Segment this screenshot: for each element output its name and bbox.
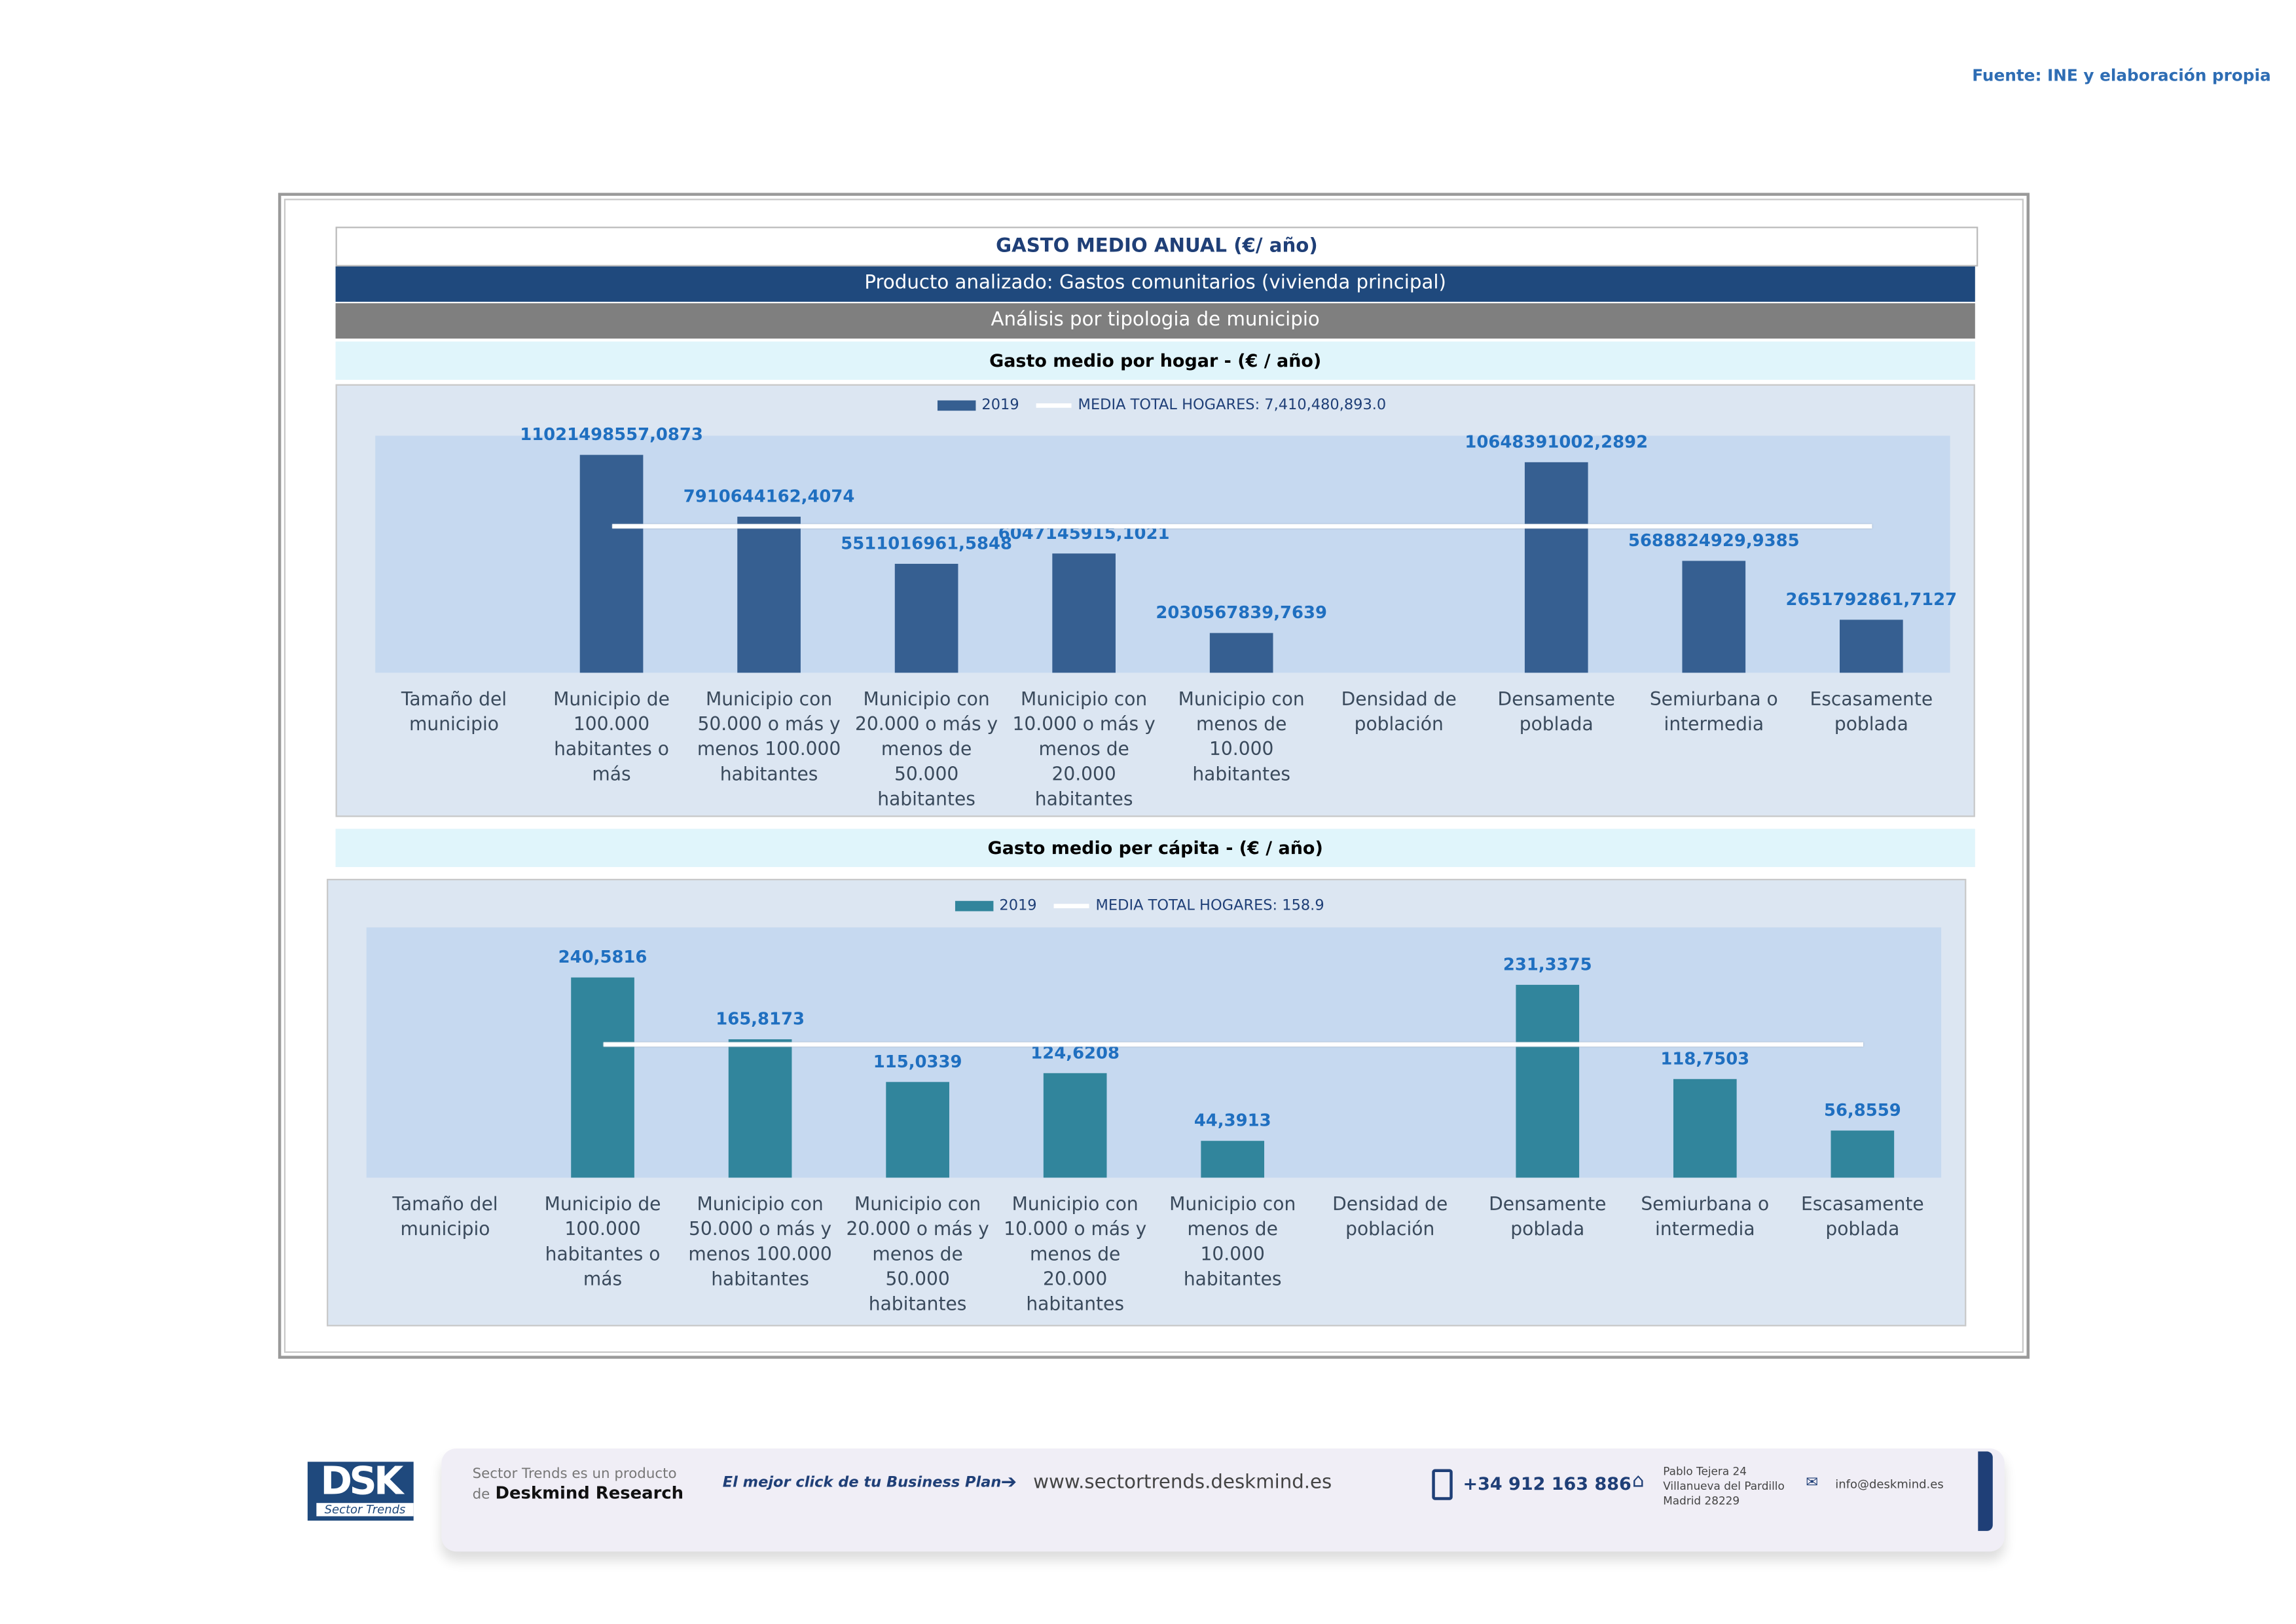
chart-household: 2019 MEDIA TOTAL HOGARES: 7,410,480,893.0…	[335, 384, 1975, 817]
footer-slogan: El mejor click de tu Business Plan	[722, 1475, 1002, 1492]
bar	[1052, 553, 1116, 673]
value-label: 165,8173	[716, 1008, 805, 1029]
footer-brand: Deskmind Research	[495, 1482, 684, 1504]
phone-icon	[1432, 1469, 1453, 1500]
arrow-icon: ➔	[1000, 1472, 1017, 1494]
category-label: Escasamente poblada	[1800, 1192, 1924, 1240]
analysis-banner: Análisis por tipologia de municipio	[335, 303, 1975, 339]
value-label: 115,0339	[873, 1050, 962, 1072]
bar	[1682, 560, 1746, 673]
address-line: Pablo Tejera 24	[1663, 1464, 1747, 1478]
category-label: Densamente poblada	[1497, 687, 1615, 735]
footer-banner: Sector Trends es un producto de Deskmind…	[441, 1449, 2005, 1552]
legend: 2019 MEDIA TOTAL HOGARES: 7,410,480,893.0	[937, 397, 1387, 414]
footer-email[interactable]: info@deskmind.es	[1835, 1477, 1944, 1492]
value-label: 7910644162,4074	[683, 485, 855, 506]
chart-per-capita: 2019 MEDIA TOTAL HOGARES: 158.9 Tamaño del…	[327, 879, 1967, 1327]
value-label: 56,8559	[1823, 1099, 1901, 1120]
category-label: Municipio con 10.000 o más y menos de 20…	[1012, 687, 1156, 810]
bar	[894, 564, 958, 673]
bar	[1673, 1079, 1737, 1178]
category-label: Densidad de población	[1341, 687, 1457, 735]
category-label: Escasamente poblada	[1810, 687, 1933, 735]
value-label: 5688824929,9385	[1628, 529, 1800, 551]
value-label: 10648391002,2892	[1465, 431, 1649, 452]
mail-icon: ✉	[1806, 1475, 1819, 1492]
legend-series: 2019	[999, 898, 1037, 915]
mean-line	[602, 1043, 1863, 1048]
mean-line	[611, 524, 1872, 529]
category-label: Municipio con 50.000 o más y menos 100.0…	[688, 1192, 832, 1290]
value-label: 44,3913	[1194, 1109, 1271, 1131]
dsk-logo: DSK Sector Trends	[307, 1460, 414, 1521]
bar	[728, 1039, 792, 1178]
category-label: Semiurbana o intermedia	[1649, 687, 1778, 735]
footer-product-text: Sector Trends es un producto	[472, 1466, 677, 1483]
footer-website[interactable]: www.sectortrends.deskmind.es	[1033, 1472, 1332, 1494]
bar	[1209, 633, 1273, 673]
report-frame	[278, 193, 2030, 1359]
logo-sub: Sector Trends	[316, 1503, 414, 1517]
address-line: Villanueva del Pardillo	[1663, 1479, 1785, 1493]
category-label: Municipio con 50.000 o más y menos 100.0…	[697, 687, 841, 785]
category-label: Densidad de población	[1332, 1192, 1448, 1240]
category-label: Municipio con menos de 10.000 habitantes	[1178, 687, 1305, 785]
legend-series: 2019	[981, 397, 1019, 414]
chart1-title: Gasto medio por hogar - (€ / año)	[335, 341, 1975, 380]
legend-swatch	[955, 900, 994, 912]
product-banner: Producto analizado: Gastos comunitarios …	[335, 266, 1975, 302]
value-label: 231,3375	[1503, 953, 1592, 974]
home-icon: ⌂	[1632, 1470, 1645, 1493]
bar	[1516, 984, 1580, 1178]
legend-mean-line	[1036, 403, 1072, 408]
value-label: 118,7503	[1660, 1047, 1750, 1069]
category-label: Tamaño del municipio	[392, 1192, 498, 1240]
legend-swatch	[937, 400, 976, 411]
bar	[1524, 462, 1588, 673]
bar	[579, 454, 644, 673]
footer-de: de	[472, 1486, 490, 1504]
value-label: 2651792861,7127	[1785, 589, 1958, 610]
legend: 2019 MEDIA TOTAL HOGARES: 158.9	[955, 898, 1324, 914]
category-label: Municipio de 100.000 habitantes o más	[544, 1192, 661, 1290]
category-label: Municipio con menos de 10.000 habitantes	[1169, 1192, 1296, 1290]
category-label: Semiurbana o intermedia	[1641, 1192, 1770, 1240]
category-label: Densamente poblada	[1489, 1192, 1607, 1240]
value-label: 11021498557,0873	[520, 424, 703, 445]
footer-accent	[1978, 1451, 1993, 1531]
legend-mean: MEDIA TOTAL HOGARES: 7,410,480,893.0	[1078, 397, 1387, 414]
value-label: 5511016961,5848	[841, 532, 1012, 554]
logo-text: DSK	[320, 1460, 404, 1505]
footer-phone: +34 912 163 886	[1463, 1473, 1631, 1494]
value-label: 2030567839,7639	[1156, 601, 1328, 623]
category-label: Municipio con 20.000 o más y menos de 50…	[855, 687, 998, 810]
category-label: Tamaño del municipio	[401, 687, 507, 735]
bar	[886, 1081, 949, 1178]
category-label: Municipio de 100.000 habitantes o más	[553, 687, 670, 785]
legend-mean: MEDIA TOTAL HOGARES: 158.9	[1095, 898, 1324, 915]
chart2-title: Gasto medio per cápita - (€ / año)	[335, 828, 1975, 868]
bar	[1840, 620, 1903, 673]
category-label: Municipio con 20.000 o más y menos de 50…	[846, 1192, 989, 1315]
bar	[737, 516, 801, 673]
bar	[571, 976, 634, 1178]
bar	[1831, 1130, 1895, 1178]
report-title: GASTO MEDIO ANUAL (€/ año)	[335, 227, 1978, 267]
bar	[1043, 1073, 1107, 1178]
bar	[1201, 1140, 1265, 1178]
category-label: Municipio con 10.000 o más y menos de 20…	[1004, 1192, 1147, 1315]
source-note: Fuente: INE y elaboración propia	[1972, 66, 2271, 86]
value-label: 240,5816	[558, 946, 647, 967]
legend-mean-line	[1054, 904, 1090, 909]
address-line: Madrid 28229	[1663, 1494, 1740, 1507]
footer-address: Pablo Tejera 24 Villanueva del Pardillo …	[1663, 1465, 1785, 1509]
